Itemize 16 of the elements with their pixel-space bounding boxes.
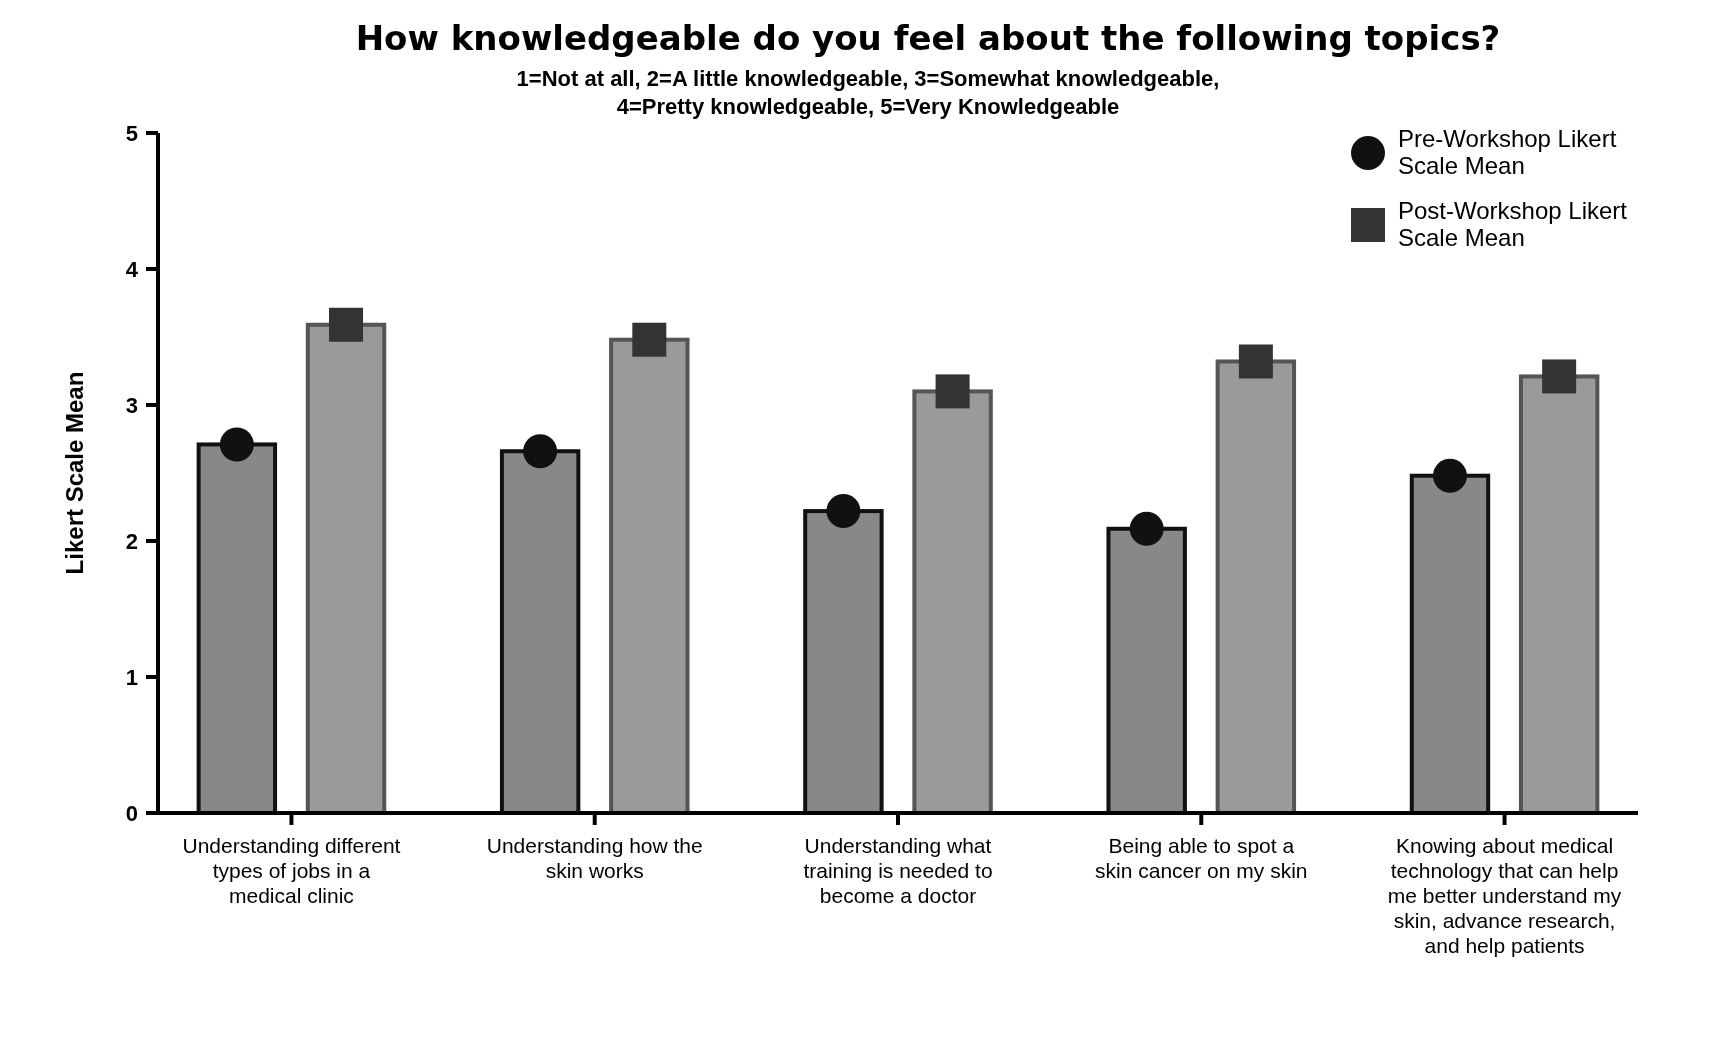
legend-label: Post-Workshop Likert Scale Mean — [1398, 197, 1628, 251]
x-tick-label: Knowing about medical technology that can help me better understand my skin, advance research, and help patients — [1387, 834, 1622, 957]
chart-title: How knowledgeable do you feel about the following topics? — [355, 18, 1501, 58]
y-tick-label: 2 — [125, 528, 138, 554]
legend-label: Pre-Workshop Likert Scale Mean — [1398, 125, 1617, 179]
x-tick-label: Being able to spot a skin cancer on my skin — [1095, 834, 1308, 882]
x-tick-label: Understanding what training is needed to become a doctor — [803, 834, 993, 907]
y-tick-label: 5 — [125, 120, 138, 146]
chart-subtitle: 1=Not at all, 2=A little knowledgeable, 3=Somewhat knowledgeable, 4=Pretty knowledgeable, 5=Very Knowledgeable — [516, 66, 1220, 119]
x-tick-label: Understanding different types of jobs in a medical clinic — [182, 834, 401, 907]
x-tick-label: Understanding how the skin works — [486, 834, 703, 882]
y-tick-label: 0 — [125, 800, 138, 826]
y-tick-label: 3 — [125, 392, 138, 418]
y-tick-label: 4 — [125, 256, 139, 282]
y-tick-label: 1 — [125, 664, 138, 690]
y-axis-title: Likert Scale Mean — [61, 371, 88, 575]
